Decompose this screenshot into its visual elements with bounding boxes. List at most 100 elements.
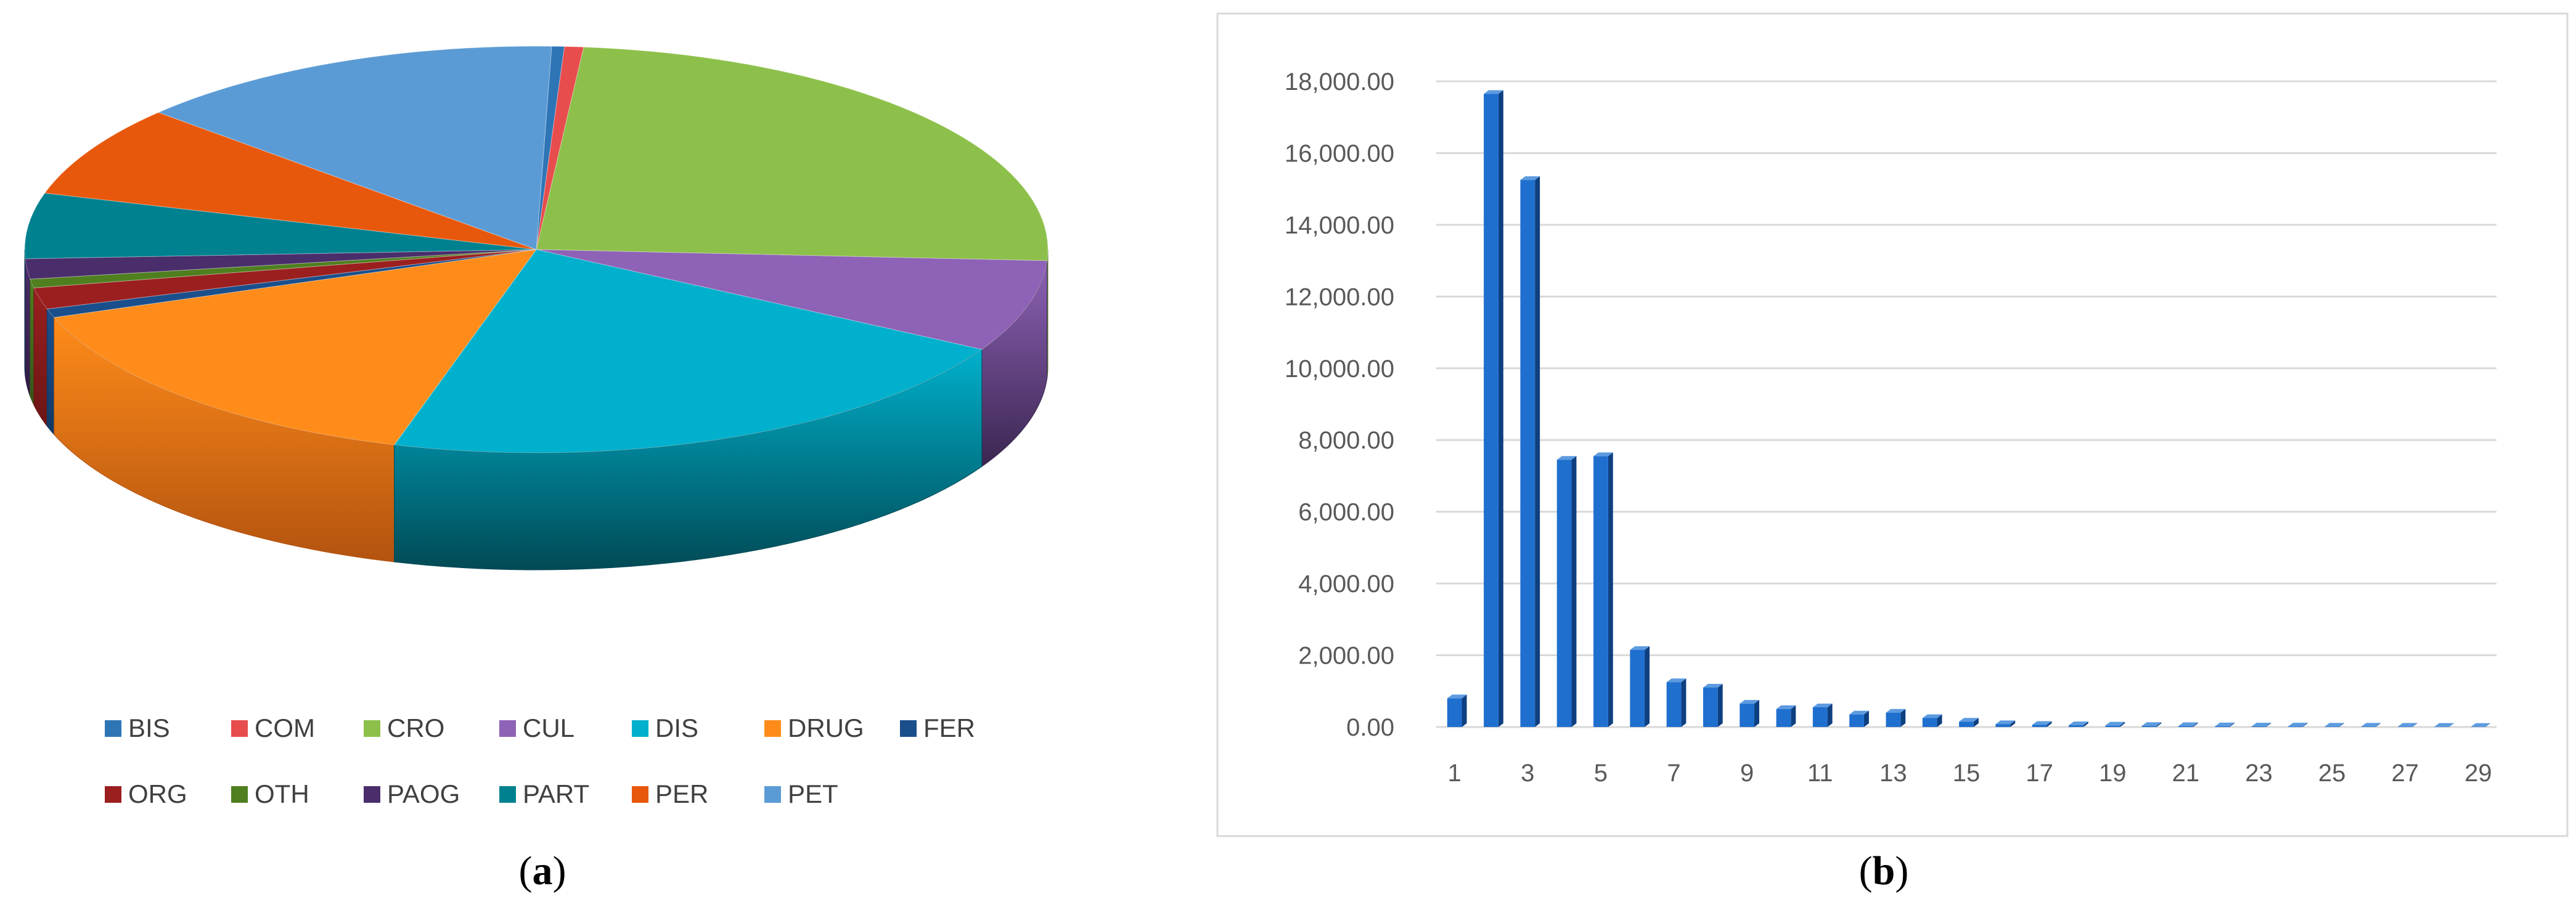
bar-top <box>1447 694 1467 699</box>
legend-label-com: COM <box>255 713 315 742</box>
y-tick-label: 18,000.00 <box>1285 68 1394 95</box>
bar-front <box>1740 704 1754 727</box>
caption-a: (a) <box>519 848 566 893</box>
bar-side <box>1645 646 1650 727</box>
bar-side <box>1937 714 1942 727</box>
bar-side <box>1973 718 1979 727</box>
legend-item-pet: PET <box>764 779 838 808</box>
bar-18 <box>2069 721 2088 727</box>
bar-14 <box>1922 714 1942 727</box>
legend-item-fer: FER <box>900 713 975 742</box>
bar-side <box>2266 723 2271 727</box>
pie-slice-pet <box>157 46 552 250</box>
pie-slice-com <box>536 46 584 250</box>
pie-slice-dis <box>393 249 983 453</box>
x-tick-label: 25 <box>2318 760 2346 787</box>
caption-b: (b) <box>1859 848 1909 893</box>
bar-front <box>1776 709 1791 727</box>
bar-4 <box>1556 456 1577 727</box>
bar-front <box>2032 725 2047 727</box>
bar-17 <box>2032 721 2052 727</box>
bar-10 <box>1776 705 1796 727</box>
bar-24 <box>2288 723 2308 727</box>
bar-top <box>2397 723 2418 727</box>
bar-side <box>2193 722 2198 727</box>
bar-side <box>2448 723 2454 727</box>
x-tick-label: 9 <box>1740 760 1754 787</box>
bar-front <box>1995 724 2011 727</box>
bar-side <box>1681 678 1687 727</box>
bar-top <box>1630 646 1650 650</box>
x-tick-label: 21 <box>2172 760 2200 787</box>
bar-9 <box>1740 700 1759 727</box>
bar-front <box>1922 718 1937 727</box>
y-tick-label: 4,000.00 <box>1298 571 1394 598</box>
x-tick-label: 17 <box>2026 760 2053 787</box>
legend-item-com: COM <box>231 713 315 742</box>
bar-side <box>1462 694 1467 727</box>
bar-side <box>2120 721 2125 727</box>
bar-top <box>2032 721 2052 725</box>
y-tick-label: 8,000.00 <box>1298 427 1394 454</box>
bar-side <box>2230 722 2235 727</box>
bar-front <box>1886 712 1901 727</box>
bar-22 <box>2215 722 2235 727</box>
legend-label-oth: OTH <box>255 779 309 808</box>
bar-side <box>2302 723 2308 727</box>
bar-top <box>2215 722 2235 726</box>
legend-label-pet: PET <box>788 779 838 808</box>
bar-side <box>2376 723 2381 727</box>
bar-side <box>2083 721 2088 727</box>
bar-front <box>2361 726 2376 727</box>
bar-top <box>1484 90 1503 94</box>
legend-swatch-drug <box>764 720 781 737</box>
bar-top <box>1520 176 1540 181</box>
bar-23 <box>2251 723 2271 727</box>
legend-item-oth: OTH <box>231 779 309 808</box>
bar-front <box>1959 721 1974 727</box>
legend-item-part: PART <box>499 779 589 808</box>
bar-front <box>1812 707 1828 727</box>
bar-top <box>1995 720 2016 725</box>
bar-top <box>2361 723 2381 727</box>
bar-front <box>2178 726 2193 727</box>
bar-top <box>2471 723 2491 727</box>
legend-swatch-oth <box>231 786 248 803</box>
bar-front <box>2215 726 2230 727</box>
bar-11 <box>1812 703 1833 727</box>
bar-front <box>1556 460 1572 727</box>
bar-front <box>2141 726 2157 727</box>
legend-label-per: PER <box>655 779 708 808</box>
bar-27 <box>2397 723 2418 727</box>
legend-swatch-fer <box>900 720 917 737</box>
legend-label-bis: BIS <box>128 713 170 742</box>
bar-26 <box>2361 723 2381 727</box>
legend-swatch-paog <box>364 786 380 803</box>
bar-21 <box>2178 722 2198 727</box>
pie-legend: BIS COM CRO CUL DIS DRUG FER ORG OTH PAOG PART PER P… <box>105 713 975 808</box>
bar-front <box>1447 698 1462 727</box>
pie-wall-org <box>33 288 47 427</box>
bar-side <box>2485 723 2491 727</box>
bar-top <box>2434 723 2454 727</box>
bar-29 <box>2471 723 2491 727</box>
bar-side <box>1791 705 1796 727</box>
pie-slice-per <box>44 112 537 250</box>
bar-top <box>1886 709 1906 713</box>
bar-side <box>1717 683 1723 727</box>
legend-swatch-cul <box>499 720 516 737</box>
bar-28 <box>2434 723 2454 727</box>
bar-top <box>1922 714 1942 718</box>
bar-side <box>1571 456 1577 727</box>
pie-slice-oth <box>30 249 537 288</box>
bar-side <box>2339 723 2344 727</box>
legend-label-paog: PAOG <box>387 779 460 808</box>
legend-swatch-bis <box>105 720 121 737</box>
pie-wall-paog <box>25 258 31 397</box>
pie-wall-fer <box>46 308 55 436</box>
bar-12 <box>1849 710 1869 727</box>
bar-15 <box>1959 718 1979 727</box>
legend-swatch-pet <box>764 786 781 803</box>
legend-item-cro: CRO <box>364 713 444 742</box>
